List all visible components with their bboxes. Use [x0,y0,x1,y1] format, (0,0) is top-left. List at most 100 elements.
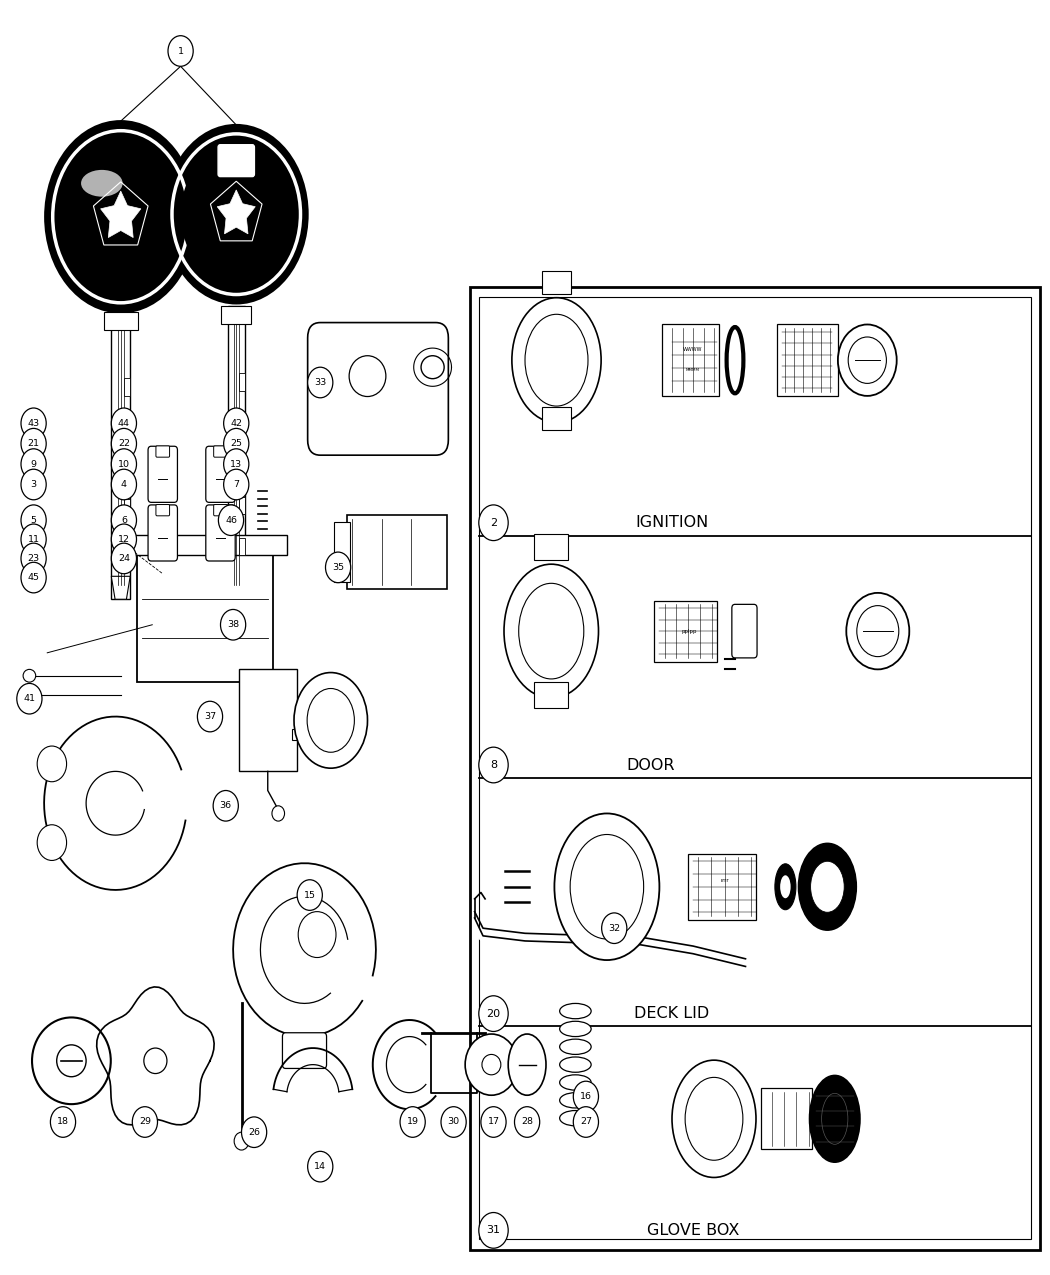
Ellipse shape [181,145,292,283]
Circle shape [573,1081,598,1112]
Circle shape [272,806,285,821]
FancyBboxPatch shape [542,270,571,293]
Text: 44: 44 [118,418,130,428]
Circle shape [197,701,223,732]
FancyBboxPatch shape [155,505,170,516]
Circle shape [479,505,508,541]
Polygon shape [101,191,141,237]
FancyBboxPatch shape [124,379,130,395]
Text: pplpp: pplpp [681,629,696,634]
Circle shape [17,683,42,714]
Circle shape [168,36,193,66]
Text: 3: 3 [30,479,37,490]
Text: 9: 9 [30,459,37,469]
Ellipse shape [504,564,598,699]
FancyBboxPatch shape [239,669,297,771]
Ellipse shape [560,1093,591,1108]
Ellipse shape [465,1034,518,1095]
FancyBboxPatch shape [470,287,1040,1250]
Text: 1: 1 [177,46,184,56]
FancyBboxPatch shape [346,515,447,589]
Text: 17: 17 [487,1117,500,1127]
Circle shape [132,1107,158,1137]
FancyBboxPatch shape [238,538,245,556]
Text: GLOVE BOX: GLOVE BOX [647,1223,739,1238]
Text: 43: 43 [27,418,40,428]
FancyBboxPatch shape [282,1033,327,1068]
Text: 16: 16 [580,1091,592,1102]
Circle shape [846,593,909,669]
FancyBboxPatch shape [662,324,719,397]
Ellipse shape [482,1054,501,1075]
FancyBboxPatch shape [111,312,130,599]
Text: 46: 46 [225,515,237,525]
Ellipse shape [560,1057,591,1072]
Circle shape [479,996,508,1031]
FancyBboxPatch shape [334,523,351,581]
Text: 27: 27 [580,1117,592,1127]
Ellipse shape [294,673,367,768]
FancyBboxPatch shape [214,446,227,458]
Polygon shape [217,190,255,233]
Ellipse shape [525,315,588,405]
Text: 10: 10 [118,459,130,469]
Text: IGNITION: IGNITION [635,515,709,530]
Circle shape [111,449,136,479]
FancyBboxPatch shape [238,414,245,432]
Ellipse shape [727,328,743,394]
FancyBboxPatch shape [206,505,235,561]
Text: WWWW: WWWW [684,348,702,352]
Text: 35: 35 [332,562,344,572]
Text: 41: 41 [23,694,36,704]
Circle shape [213,790,238,821]
Polygon shape [111,576,130,599]
Circle shape [21,562,46,593]
Text: 25: 25 [230,439,243,449]
Ellipse shape [554,813,659,960]
FancyBboxPatch shape [124,539,130,556]
FancyBboxPatch shape [542,408,571,431]
Circle shape [111,505,136,536]
Circle shape [514,1107,540,1137]
Circle shape [37,825,66,861]
Text: 37: 37 [204,711,216,722]
Text: rrrr: rrrr [720,878,729,882]
Polygon shape [228,576,245,599]
Circle shape [234,1132,249,1150]
Ellipse shape [45,121,196,312]
Ellipse shape [62,143,180,291]
Ellipse shape [519,584,584,678]
Ellipse shape [810,1076,860,1163]
Text: 28: 28 [521,1117,533,1127]
Circle shape [111,543,136,574]
Circle shape [308,1151,333,1182]
FancyBboxPatch shape [214,505,227,516]
Ellipse shape [23,669,36,682]
Circle shape [298,912,336,958]
Text: 29: 29 [139,1117,151,1127]
Circle shape [218,505,244,536]
Circle shape [50,1107,76,1137]
FancyBboxPatch shape [206,446,235,502]
Text: 26: 26 [248,1127,260,1137]
Text: 24: 24 [118,553,130,564]
Text: 21: 21 [27,439,40,449]
Circle shape [481,1107,506,1137]
Circle shape [111,524,136,555]
Ellipse shape [349,356,386,397]
FancyBboxPatch shape [104,312,138,330]
Circle shape [21,449,46,479]
Ellipse shape [508,1034,546,1095]
Ellipse shape [81,170,123,196]
Circle shape [848,337,886,384]
FancyBboxPatch shape [124,499,130,516]
Circle shape [224,469,249,500]
FancyBboxPatch shape [238,455,245,473]
FancyBboxPatch shape [124,418,130,436]
Ellipse shape [57,1044,86,1076]
FancyBboxPatch shape [688,854,756,921]
Text: –: – [484,1007,490,1020]
Ellipse shape [560,1039,591,1054]
Circle shape [441,1107,466,1137]
Ellipse shape [560,1111,591,1126]
